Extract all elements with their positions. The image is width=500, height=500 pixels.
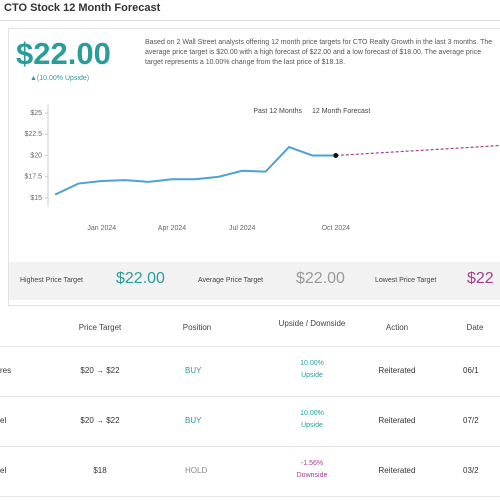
price-target: $20 → $22 (80, 416, 120, 425)
divider (0, 446, 500, 447)
upside-label: Upside (301, 422, 323, 429)
forecast-line (335, 144, 500, 157)
x-tick-label: Jan 2024 (87, 225, 116, 232)
column-header: Upside / Downside (278, 319, 346, 328)
divider (0, 496, 500, 497)
x-tick-label: Oct 2024 (322, 225, 351, 232)
column-header: Price Target (78, 323, 122, 332)
price-line (54, 145, 336, 196)
upside-label: Upside (301, 372, 323, 379)
price-target: $20 → $22 (80, 366, 120, 375)
legend-past: Past 12 Months (253, 108, 302, 115)
y-tick-label: $20 (30, 152, 42, 159)
y-tick-label: $15 (30, 195, 42, 202)
description: Based on 2 Wall Street analysts offering… (145, 39, 493, 66)
divider (0, 346, 500, 347)
column-header: Action (385, 323, 409, 332)
y-tick-label: $17.5 (24, 174, 42, 181)
upside-label: Downside (296, 472, 328, 479)
divider (0, 396, 500, 397)
current-point (333, 153, 339, 158)
y-tick-label: $25 (30, 110, 42, 117)
price-target: $18 (93, 466, 107, 475)
x-tick-label: Apr 2024 (158, 225, 187, 232)
price: $22.00 (16, 36, 111, 71)
target-label: Average Price Target (198, 277, 264, 284)
column-header: Position (182, 323, 212, 332)
target-label: Lowest Price Target (375, 277, 437, 284)
target-label: Highest Price Target (20, 277, 83, 284)
action: Reiterated (378, 466, 416, 475)
divider (0, 20, 500, 21)
y-tick-label: $22.5 (24, 131, 42, 138)
target-value: $22 (467, 270, 494, 287)
date: 03/2 (463, 466, 479, 475)
upside-value: 10.00% (300, 410, 324, 417)
action: Reiterated (378, 366, 416, 375)
forecast-card (8, 28, 500, 306)
date: 07/2 (463, 416, 479, 425)
column-header: Date (466, 323, 484, 332)
analyst-name: el (0, 416, 7, 425)
analyst-name: res (0, 366, 12, 375)
target-value: $22.00 (296, 270, 345, 287)
x-tick-label: Jul 2024 (229, 225, 256, 232)
targets-bar (9, 262, 500, 300)
action: Reiterated (378, 416, 416, 425)
date: 06/1 (463, 366, 479, 375)
price-change: ▲(10.00% Upside) (30, 75, 90, 82)
analyst-name: el (0, 466, 7, 475)
target-value: $22.00 (116, 270, 165, 287)
chart: $15 $17.5 $20 $22.5 $25 Jan 2024 Apr 2024 Jul 2… (24, 104, 500, 232)
legend-forecast: 12 Month Forecast (312, 108, 370, 115)
position: BUY (185, 366, 202, 375)
upside-value: 10.00% (300, 360, 324, 367)
upside-value: -1.56% (300, 460, 324, 467)
position: HOLD (185, 466, 208, 475)
page-title: CTO Stock 12 Month Forecast (4, 2, 161, 14)
position: BUY (185, 416, 202, 425)
